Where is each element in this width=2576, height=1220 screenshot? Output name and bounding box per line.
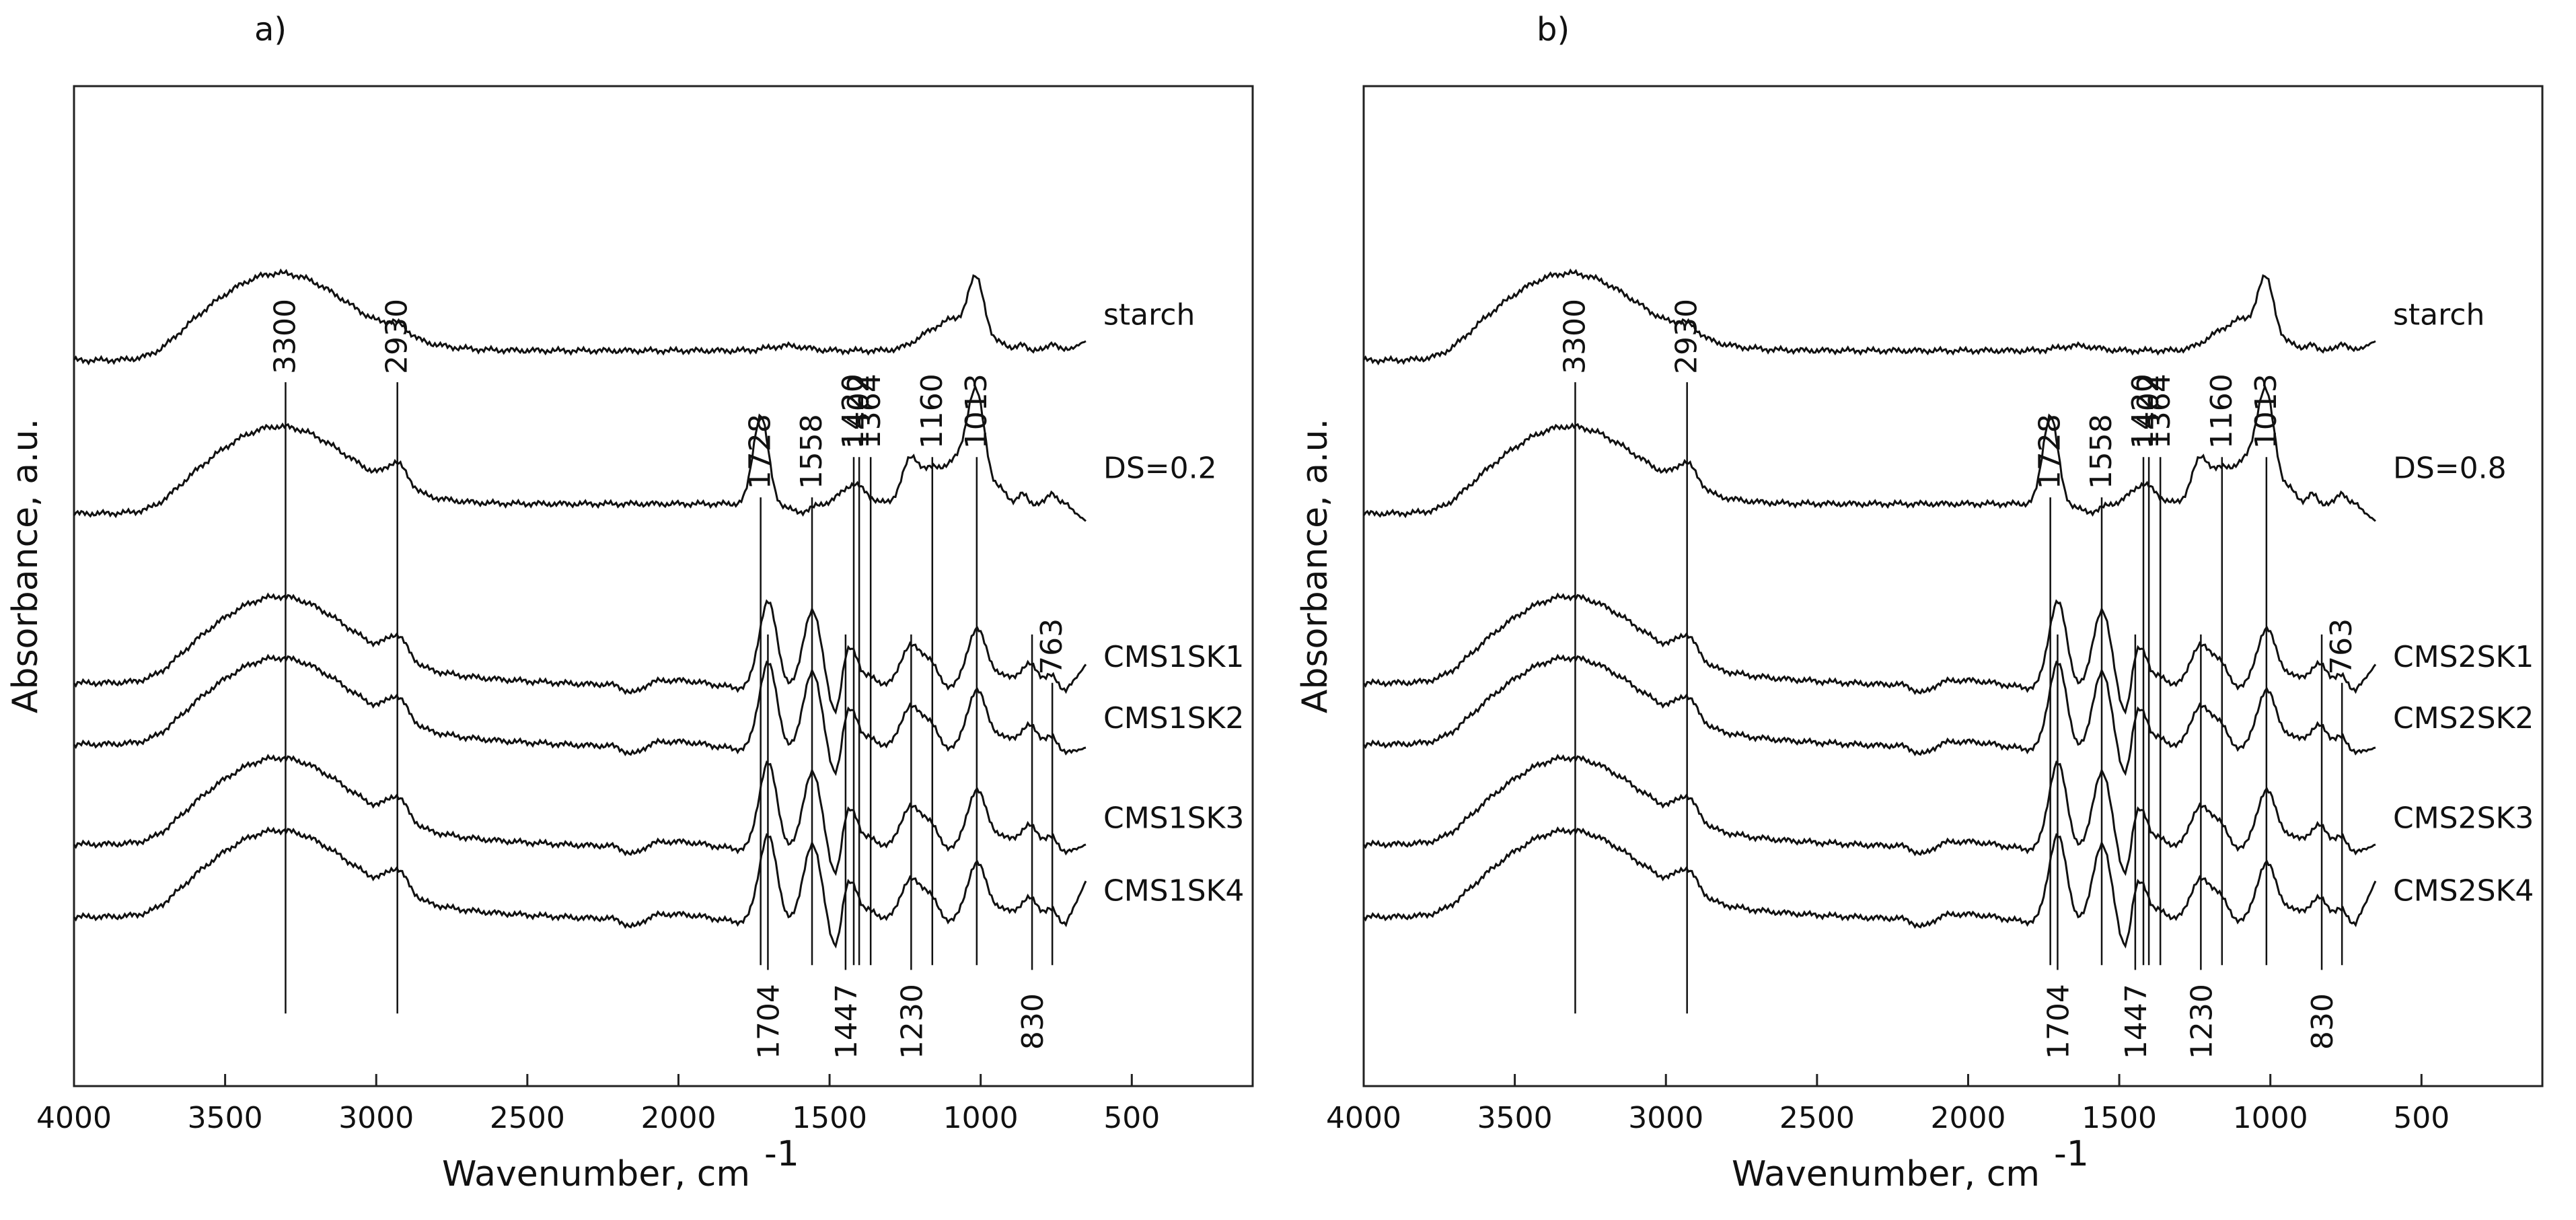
peak-label: 1558 bbox=[795, 414, 829, 489]
peak-label: 1558 bbox=[2084, 414, 2119, 489]
peak-label: 1013 bbox=[2249, 373, 2283, 449]
peak-label: 1230 bbox=[2184, 984, 2219, 1059]
series-label: CMS1SK1 bbox=[1103, 640, 1244, 674]
panel-label: b) bbox=[1537, 11, 1570, 48]
peak-label: 1402 bbox=[842, 373, 876, 449]
x-tick-label: 500 bbox=[2393, 1101, 2450, 1135]
peak-label: 763 bbox=[2324, 618, 2359, 675]
peak-label: 1447 bbox=[830, 984, 864, 1059]
spectrum-line bbox=[73, 383, 1087, 522]
series-label: CMS2SK4 bbox=[2393, 873, 2534, 908]
series-label: DS=0.2 bbox=[1103, 451, 1217, 485]
spectrum-line bbox=[1362, 653, 2376, 777]
series-label: CMS1SK3 bbox=[1103, 801, 1244, 836]
peak-label: 1704 bbox=[2041, 984, 2075, 1059]
series-label: CMS1SK4 bbox=[1103, 873, 1244, 908]
plot-frame bbox=[1362, 85, 2544, 1087]
peak-label: 3300 bbox=[268, 299, 302, 374]
x-axis-unit-superscript: -1 bbox=[2054, 1134, 2089, 1174]
spectrum-line bbox=[1362, 754, 2376, 876]
panel-label: a) bbox=[254, 11, 287, 48]
panel-b: b) 4000 3500 3000 2500 2000 1500 1000 500 Wavenum… bbox=[1295, 11, 2544, 1194]
series-label: DS=0.8 bbox=[2393, 451, 2507, 485]
x-tick-label: 2000 bbox=[1930, 1101, 2005, 1135]
peak-label: 1447 bbox=[2119, 984, 2154, 1059]
peak-label: 1402 bbox=[2131, 373, 2166, 449]
peak-label: 763 bbox=[1035, 618, 1069, 675]
x-axis-title: Wavenumber, cm bbox=[442, 1154, 750, 1194]
peak-label: 1420 bbox=[2126, 373, 2160, 449]
x-axis-title: Wavenumber, cm bbox=[1732, 1154, 2040, 1194]
peak-label: 1230 bbox=[895, 984, 929, 1059]
peak-label: 1420 bbox=[836, 373, 871, 449]
spectrum-line bbox=[73, 826, 1087, 949]
x-tick-label: 2000 bbox=[640, 1101, 716, 1135]
x-tick-label: 2500 bbox=[1779, 1101, 1855, 1135]
peak-label: 2930 bbox=[380, 299, 414, 374]
x-tick-label: 500 bbox=[1103, 1101, 1160, 1135]
spectrum-line bbox=[73, 268, 1087, 366]
spectrum-line bbox=[1362, 826, 2377, 949]
panel-a: a) 4000 3500 3000 2500 2000 1500 1000 500 Wavenum… bbox=[5, 11, 1254, 1194]
peak-label: 1704 bbox=[751, 984, 786, 1059]
x-tick-label: 3500 bbox=[1477, 1101, 1553, 1135]
spectrum-line bbox=[1362, 268, 2376, 366]
peak-label: 3300 bbox=[1557, 299, 1592, 374]
series-label: CMS2SK3 bbox=[2393, 801, 2534, 836]
peak-label: 1364 bbox=[853, 373, 887, 449]
x-axis-unit-superscript: -1 bbox=[764, 1134, 799, 1174]
peak-label: 1364 bbox=[2143, 373, 2177, 449]
series-label: starch bbox=[2393, 298, 2485, 332]
x-tick-label: 1000 bbox=[2233, 1101, 2308, 1135]
peak-label: 830 bbox=[1016, 993, 1050, 1050]
peak-label: 1013 bbox=[959, 373, 994, 449]
peak-label: 1728 bbox=[743, 414, 778, 489]
peak-label: 1160 bbox=[2205, 373, 2239, 449]
y-axis-title: Absorbance, a.u. bbox=[5, 419, 46, 713]
x-tick-label: 3500 bbox=[188, 1101, 263, 1135]
series-label: CMS2SK1 bbox=[2393, 640, 2534, 674]
peak-label: 1160 bbox=[915, 373, 949, 449]
plot-frame bbox=[73, 85, 1254, 1087]
peak-label: 1728 bbox=[2033, 414, 2067, 489]
y-axis-title: Absorbance, a.u. bbox=[1295, 419, 1335, 713]
x-tick-label: 4000 bbox=[1326, 1101, 1401, 1135]
spectrum-line bbox=[73, 592, 1087, 715]
x-tick-label: 1500 bbox=[2082, 1101, 2157, 1135]
x-tick-label: 3000 bbox=[1628, 1101, 1703, 1135]
series-label: CMS2SK2 bbox=[2393, 701, 2534, 735]
x-tick-label: 3000 bbox=[338, 1101, 414, 1135]
x-tick-label: 4000 bbox=[36, 1101, 112, 1135]
series-label: CMS1SK2 bbox=[1103, 701, 1244, 735]
spectrum-line bbox=[1362, 383, 2376, 522]
x-tick-label: 1500 bbox=[792, 1101, 867, 1135]
series-label: starch bbox=[1103, 298, 1195, 332]
peak-label: 830 bbox=[2306, 993, 2340, 1050]
spectrum-line bbox=[1362, 592, 2377, 715]
spectrum-line bbox=[73, 754, 1087, 876]
spectrum-line bbox=[73, 653, 1087, 777]
x-tick-label: 2500 bbox=[490, 1101, 565, 1135]
x-tick-label: 1000 bbox=[943, 1101, 1019, 1135]
peak-label: 2930 bbox=[1670, 299, 1704, 374]
